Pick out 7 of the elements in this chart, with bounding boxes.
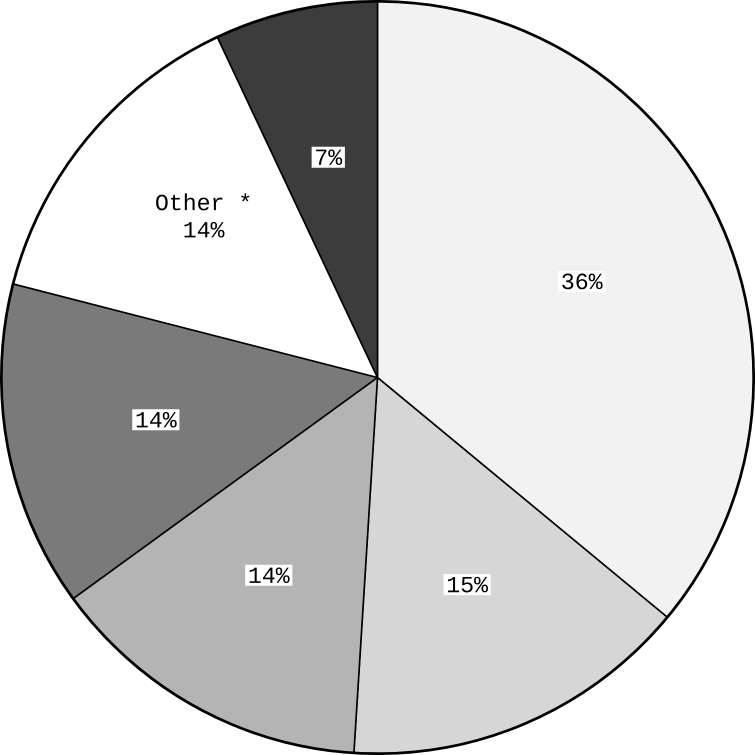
slice-label: Other * <box>156 193 250 210</box>
data-label: 14% <box>136 412 177 428</box>
data-label: 15% <box>448 576 488 592</box>
data-label: 14% <box>250 568 290 584</box>
data-label: 36% <box>562 274 603 290</box>
data-label: 14% <box>184 222 224 238</box>
data-label: 7% <box>316 149 342 166</box>
